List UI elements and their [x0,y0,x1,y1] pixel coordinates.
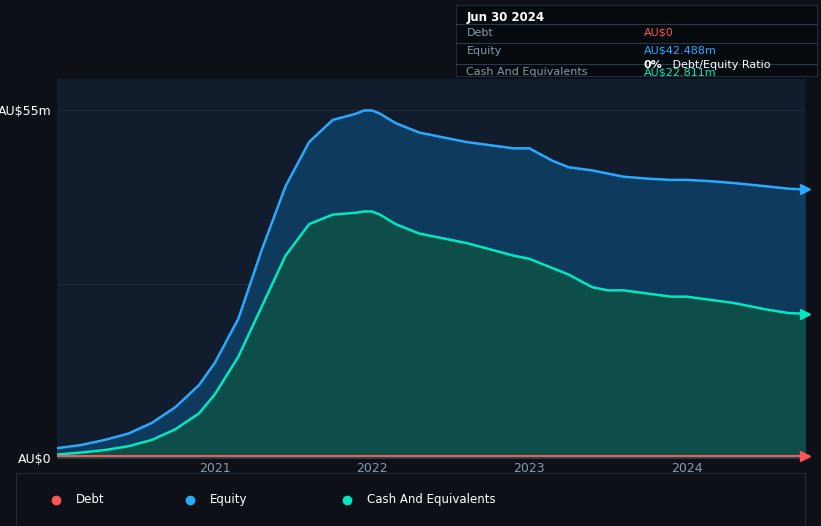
Text: 0%: 0% [644,60,663,70]
Text: Equity: Equity [466,46,502,56]
Text: Cash And Equivalents: Cash And Equivalents [367,493,496,506]
Text: Jun 30 2024: Jun 30 2024 [466,11,544,24]
Text: Debt/Equity Ratio: Debt/Equity Ratio [669,60,770,70]
Text: Equity: Equity [209,493,247,506]
Text: AU$0: AU$0 [644,28,673,38]
Text: AU$42.488m: AU$42.488m [644,46,717,56]
Text: Debt: Debt [466,28,493,38]
Text: AU$22.811m: AU$22.811m [644,67,716,77]
Text: Cash And Equivalents: Cash And Equivalents [466,67,588,77]
Text: Debt: Debt [76,493,104,506]
